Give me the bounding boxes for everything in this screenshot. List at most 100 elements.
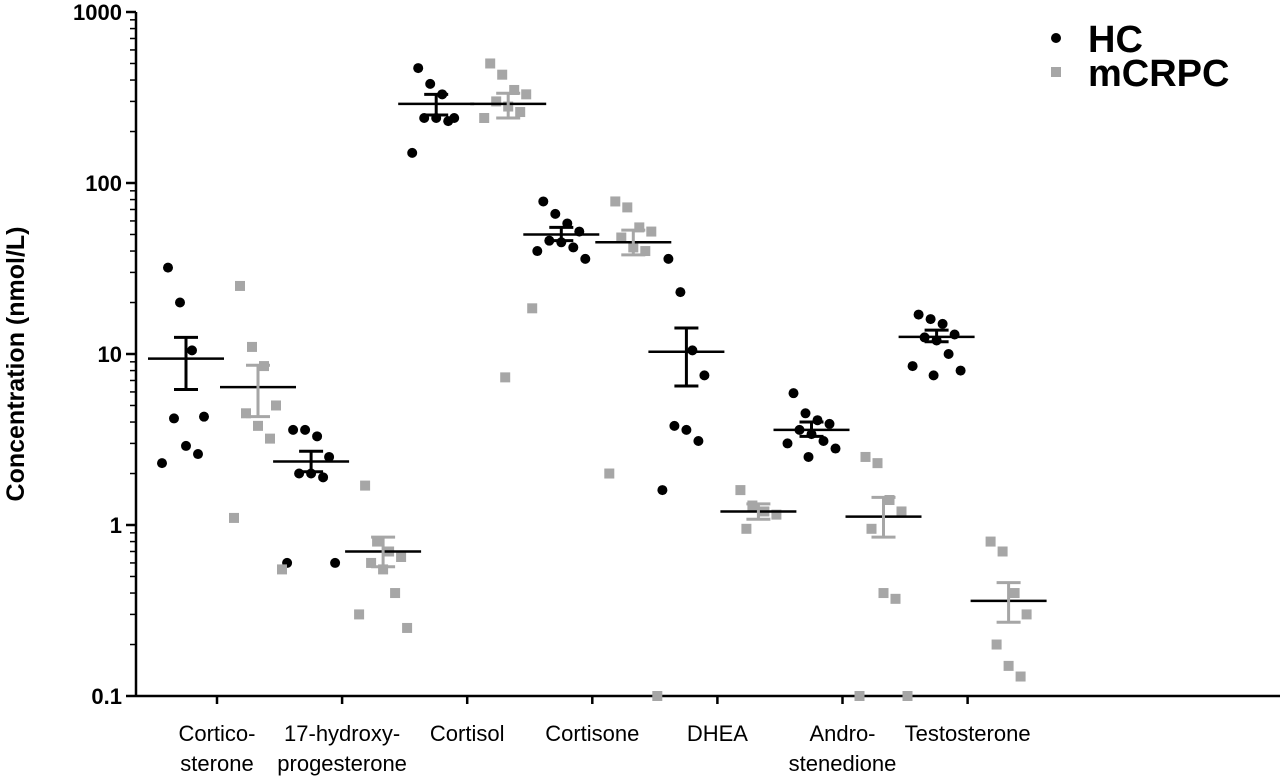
data-point xyxy=(294,468,305,479)
data-point xyxy=(913,309,924,320)
x-tick-label: DHEA xyxy=(687,721,748,746)
data-point xyxy=(699,370,710,381)
y-tick-label: 0.1 xyxy=(91,684,122,709)
x-tick-label: Cortisone xyxy=(545,721,639,746)
data-point xyxy=(580,253,591,264)
data-point xyxy=(824,418,835,429)
y-axis-title: Concentration (nmol/L) xyxy=(2,227,30,502)
data-point xyxy=(300,424,311,435)
data-point xyxy=(634,222,645,233)
x-tick-label: stenedione xyxy=(789,751,897,776)
plot-area xyxy=(148,58,1047,701)
data-point xyxy=(902,691,913,701)
data-point xyxy=(378,564,389,575)
legend-label: mCRPC xyxy=(1088,53,1229,95)
data-point xyxy=(390,588,401,599)
y-tick-label: 100 xyxy=(85,171,122,196)
data-point xyxy=(687,345,698,356)
data-point xyxy=(955,365,966,376)
x-tick-label: Andro- xyxy=(809,721,875,746)
data-point xyxy=(640,246,651,257)
legend-marker xyxy=(1051,33,1061,43)
data-point xyxy=(669,420,680,431)
x-tick-label: Cortisol xyxy=(430,721,505,746)
data-point xyxy=(515,107,526,118)
data-point xyxy=(247,341,257,352)
data-point xyxy=(354,609,365,620)
data-point xyxy=(663,253,674,264)
data-point xyxy=(907,361,918,372)
data-point xyxy=(521,89,532,100)
data-point xyxy=(884,495,895,506)
data-point xyxy=(360,480,371,491)
data-point xyxy=(991,639,1002,650)
data-point xyxy=(163,262,173,273)
data-point xyxy=(854,691,865,701)
y-tick-label: 10 xyxy=(98,342,122,367)
data-point xyxy=(443,116,454,127)
data-point xyxy=(747,500,758,511)
data-point xyxy=(890,593,901,604)
data-point xyxy=(413,63,424,74)
data-point xyxy=(169,413,179,424)
data-point xyxy=(616,232,627,243)
data-point xyxy=(896,506,907,517)
labels: 0.1 1 10 100 1000 Concentration (nmol/L) Corti… xyxy=(2,0,1031,776)
data-point xyxy=(1009,588,1020,599)
data-point xyxy=(937,318,948,329)
data-point xyxy=(497,69,508,80)
x-tick-label: progesterone xyxy=(277,751,407,776)
data-point xyxy=(610,196,621,207)
data-point xyxy=(372,536,383,547)
y-tick-label: 1 xyxy=(110,513,122,538)
data-point xyxy=(500,372,511,383)
legend-marker xyxy=(1051,67,1061,77)
data-point xyxy=(181,440,191,451)
x-tick-label: sterone xyxy=(180,751,253,776)
data-point xyxy=(265,433,275,444)
data-point xyxy=(943,349,954,359)
x-tick-label: 17-hydroxy- xyxy=(284,721,400,746)
data-point xyxy=(652,691,663,701)
data-point xyxy=(818,435,829,446)
axes xyxy=(126,10,1280,704)
data-point xyxy=(235,280,245,291)
data-point xyxy=(866,523,877,534)
data-point xyxy=(425,78,436,89)
data-point xyxy=(928,370,939,381)
legend-label: HC xyxy=(1088,19,1143,61)
data-point xyxy=(771,509,782,520)
data-point xyxy=(860,451,871,462)
data-point xyxy=(925,314,936,325)
data-point xyxy=(693,435,704,446)
data-point xyxy=(788,388,799,399)
y-tick-label: 1000 xyxy=(73,0,122,25)
data-point xyxy=(803,451,814,462)
x-tick-label: Testosterone xyxy=(905,721,1031,746)
data-point xyxy=(741,523,752,534)
data-point xyxy=(538,196,549,207)
data-point xyxy=(1021,609,1032,620)
data-point xyxy=(318,472,329,483)
data-point xyxy=(407,147,418,158)
data-point xyxy=(491,96,502,107)
data-point xyxy=(872,458,883,469)
data-point xyxy=(830,443,841,454)
data-point xyxy=(735,485,746,496)
data-point xyxy=(800,408,811,419)
data-point xyxy=(241,408,251,419)
data-point xyxy=(324,451,335,462)
data-point xyxy=(997,546,1008,557)
data-point xyxy=(277,564,287,575)
data-point xyxy=(396,551,407,562)
data-point xyxy=(878,588,889,599)
data-point xyxy=(550,208,561,219)
data-point xyxy=(312,431,323,442)
data-point xyxy=(288,424,299,435)
series-mCRPC xyxy=(220,58,1047,701)
data-point xyxy=(675,287,686,298)
data-point xyxy=(402,622,413,633)
data-point xyxy=(782,438,793,449)
data-point xyxy=(681,424,692,435)
